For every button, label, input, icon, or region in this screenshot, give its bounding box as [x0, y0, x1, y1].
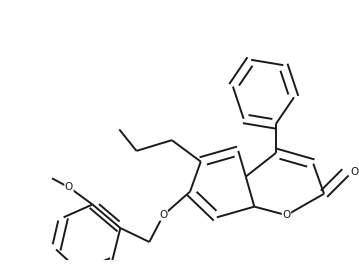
Text: O: O [283, 210, 291, 220]
Text: O: O [159, 210, 167, 220]
Text: O: O [65, 182, 73, 192]
Text: O: O [350, 167, 358, 177]
